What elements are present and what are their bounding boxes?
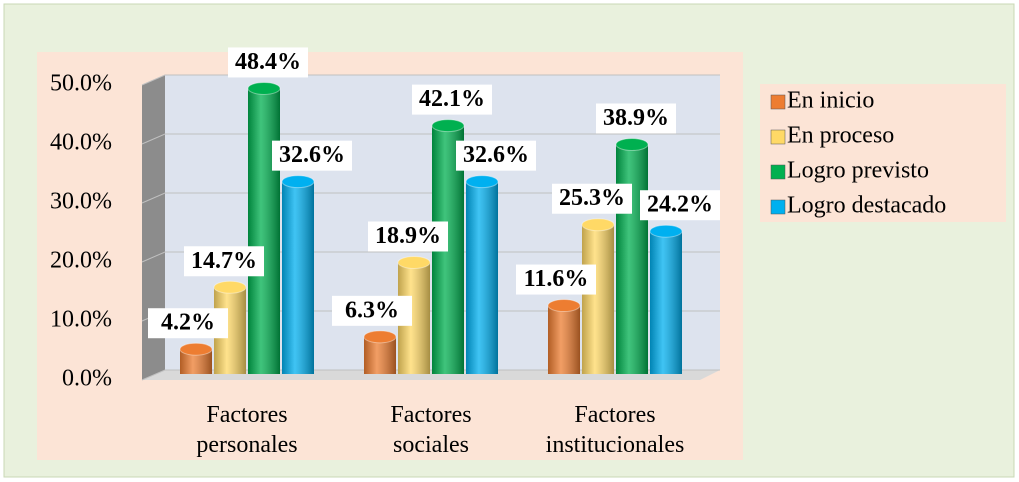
bar-top xyxy=(431,119,465,133)
data-label: 4.2% xyxy=(161,310,215,336)
data-label-bg xyxy=(228,47,308,78)
data-label: 25.3% xyxy=(559,185,625,211)
bar-top xyxy=(615,137,649,151)
legend-box xyxy=(760,84,1006,222)
data-label-bg xyxy=(272,140,352,171)
bar-shade xyxy=(466,181,498,374)
bar xyxy=(363,330,397,374)
grid-line xyxy=(141,192,720,204)
bar xyxy=(649,224,683,374)
legend-swatch xyxy=(770,94,786,110)
data-label: 32.6% xyxy=(463,142,529,168)
legend-label: En proceso xyxy=(787,123,894,149)
y-tick-label: 20.0% xyxy=(50,248,112,274)
grid-line xyxy=(141,251,720,263)
bar xyxy=(179,342,213,374)
bar xyxy=(465,175,499,374)
bar xyxy=(397,255,431,374)
bar-top xyxy=(397,255,431,269)
y-tick-label: 30.0% xyxy=(50,189,112,215)
x-tick-label: Factores sociales xyxy=(390,402,472,458)
data-label: 18.9% xyxy=(375,223,441,249)
bar xyxy=(615,137,649,374)
grid-line xyxy=(141,133,720,145)
legend-swatch xyxy=(770,129,786,145)
data-label-bg xyxy=(412,84,492,115)
y-tick-label: 10.0% xyxy=(50,307,112,333)
side-wall xyxy=(142,75,165,380)
data-label-bg xyxy=(332,295,412,326)
bar-shade xyxy=(616,144,648,374)
bar-shade xyxy=(364,336,396,374)
bar-top xyxy=(649,224,683,238)
bar-shade xyxy=(548,305,580,374)
bar-top xyxy=(581,218,615,232)
bar-top xyxy=(363,330,397,344)
legend-swatch xyxy=(770,164,786,180)
bar-shade xyxy=(582,224,614,374)
legend-label: En inicio xyxy=(787,88,874,114)
data-label: 48.4% xyxy=(235,49,301,75)
bar xyxy=(281,175,315,374)
data-label: 6.3% xyxy=(345,297,399,323)
data-label-bg xyxy=(516,264,596,295)
data-label-bg xyxy=(456,140,536,171)
data-label-bg xyxy=(596,103,676,134)
data-label-bg xyxy=(368,221,448,252)
legend-swatch xyxy=(770,199,786,215)
bar-top xyxy=(547,299,581,313)
bar-top xyxy=(213,280,247,294)
legend-label: Logro previsto xyxy=(787,158,929,184)
data-label: 38.9% xyxy=(603,105,669,131)
x-tick-label: Factores institucionales xyxy=(545,402,685,458)
x-tick-label: Factores personales xyxy=(196,402,298,458)
data-label-bg xyxy=(184,246,264,277)
bar-shade xyxy=(282,181,314,374)
data-label: 32.6% xyxy=(279,142,345,168)
data-label-bg xyxy=(148,308,228,339)
bar-top xyxy=(281,175,315,189)
data-label: 14.7% xyxy=(191,248,257,274)
legend-label: Logro destacado xyxy=(787,193,946,219)
bar-top xyxy=(247,81,281,95)
bar xyxy=(547,299,581,374)
data-label: 11.6% xyxy=(524,266,589,292)
bar xyxy=(581,218,615,374)
grid-line xyxy=(141,369,720,381)
bar-shade xyxy=(248,88,280,374)
y-tick-label: 0.0% xyxy=(62,366,112,392)
bar xyxy=(247,81,281,374)
data-label: 24.2% xyxy=(647,192,713,218)
bar-top xyxy=(465,175,499,189)
grid-line xyxy=(141,74,720,86)
bar-top xyxy=(179,342,213,356)
data-label-bg xyxy=(640,190,720,221)
y-tick-label: 40.0% xyxy=(50,130,112,156)
data-label: 42.1% xyxy=(419,86,485,112)
bar-shade xyxy=(650,231,682,374)
y-tick-label: 50.0% xyxy=(50,71,112,97)
data-label-bg xyxy=(552,183,632,214)
